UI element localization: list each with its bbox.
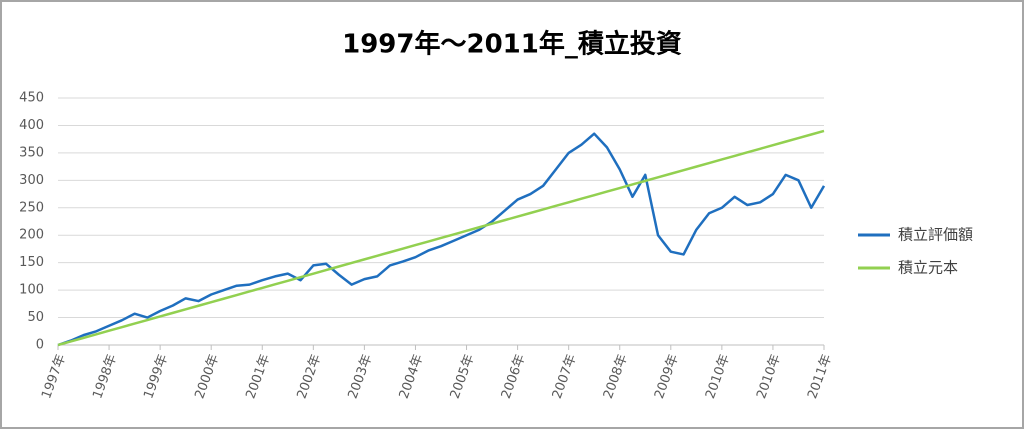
line-series — [57, 132, 826, 347]
legend-label: 積立元本 — [898, 259, 958, 277]
legend-label: 積立評価額 — [898, 226, 973, 244]
y-tick-label: 300 — [19, 173, 44, 188]
y-tick-label: 50 — [27, 310, 44, 325]
y-tick-label: 150 — [19, 255, 44, 270]
chart-title: 1997年～2011年_積立投資 — [342, 29, 682, 60]
y-tick-label: 400 — [19, 118, 44, 133]
y-tick-label: 0 — [36, 338, 44, 353]
line-series — [57, 129, 825, 347]
y-tick-label: 250 — [19, 200, 44, 215]
y-tick-label: 350 — [19, 145, 44, 160]
y-tick-label: 100 — [19, 283, 44, 298]
y-tick-label: 200 — [19, 228, 44, 243]
y-tick-label: 450 — [19, 91, 44, 106]
